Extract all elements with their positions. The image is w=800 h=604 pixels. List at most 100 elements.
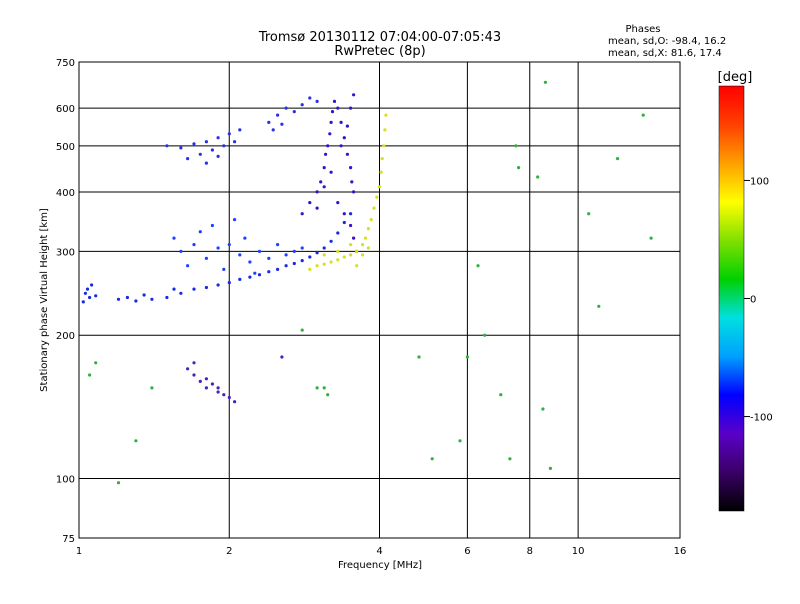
data-point: [366, 227, 370, 231]
data-point: [329, 120, 333, 124]
data-point: [238, 277, 242, 281]
data-point: [116, 297, 121, 301]
data-point: [315, 251, 319, 255]
data-point: [319, 180, 323, 184]
y-axis-label: Stationary phase Virtual Height [km]: [39, 208, 50, 392]
data-point: [88, 295, 92, 300]
data-point: [541, 407, 545, 411]
data-point: [192, 243, 196, 247]
data-point: [90, 283, 94, 287]
data-point: [192, 361, 196, 365]
data-point: [227, 132, 231, 136]
data-point: [322, 253, 326, 257]
data-point: [308, 255, 312, 259]
colorbar-tick-label: 0: [750, 295, 756, 306]
data-point: [222, 267, 226, 271]
data-point: [227, 395, 231, 400]
data-point: [233, 140, 237, 144]
data-point: [465, 355, 469, 359]
data-point: [233, 400, 237, 404]
data-point: [342, 255, 346, 259]
grid-lines: [79, 62, 680, 538]
data-point: [483, 333, 487, 337]
data-point: [125, 295, 129, 300]
data-point: [276, 113, 280, 117]
y-tick-label: 600: [56, 104, 75, 115]
data-point: [253, 271, 257, 275]
colorbar: [718, 85, 745, 512]
y-tick-label: 400: [56, 188, 75, 199]
x-tick-label: 1: [76, 546, 82, 557]
data-point: [292, 110, 296, 114]
data-point: [587, 212, 591, 216]
data-point: [216, 154, 220, 158]
data-point: [172, 236, 176, 240]
data-point: [81, 300, 85, 304]
data-point: [336, 249, 340, 253]
data-point: [315, 386, 319, 390]
data-point: [308, 267, 312, 271]
y-axis: 75 100 200 300 400 500 600 750: [56, 58, 75, 545]
data-point: [375, 195, 379, 199]
data-point: [514, 144, 518, 148]
data-point: [349, 166, 353, 170]
data-point: [417, 355, 421, 359]
data-point: [216, 136, 220, 140]
data-point: [322, 166, 326, 170]
data-point: [216, 390, 220, 394]
data-point: [366, 246, 370, 250]
data-point: [361, 253, 365, 257]
data-point: [267, 256, 271, 260]
chart-subtitle: RwPretec (8p): [334, 44, 425, 59]
data-point: [88, 373, 92, 377]
data-point: [339, 144, 343, 148]
data-point: [355, 249, 359, 253]
data-point: [198, 379, 202, 383]
data-point: [267, 120, 271, 124]
data-point: [308, 96, 312, 100]
data-point: [322, 246, 326, 250]
data-point: [192, 142, 196, 146]
data-point: [384, 113, 388, 117]
data-point: [322, 386, 326, 390]
data-point: [315, 99, 319, 103]
x-axis-label: Frequency [MHz]: [338, 560, 422, 571]
data-point: [238, 128, 242, 132]
data-point: [300, 259, 304, 263]
data-point: [186, 157, 190, 161]
data-point: [134, 299, 138, 303]
data-point: [330, 110, 335, 114]
colorbar-tick-label: 100: [750, 176, 769, 187]
data-point: [350, 180, 354, 184]
data-point: [369, 218, 373, 222]
data-point: [380, 157, 384, 161]
data-point: [248, 260, 252, 264]
data-point: [315, 264, 319, 268]
data-point: [150, 297, 154, 301]
data-point: [345, 152, 349, 156]
data-point: [329, 239, 333, 243]
data-point: [363, 236, 368, 240]
data-point: [361, 243, 365, 247]
data-point: [328, 132, 332, 136]
data-point: [192, 287, 196, 291]
x-tick-label: 2: [226, 546, 232, 557]
data-point: [210, 223, 214, 228]
data-point: [284, 264, 288, 268]
colorbar-label: [deg]: [718, 70, 753, 85]
data-point: [536, 175, 540, 179]
x-tick-label: 4: [376, 546, 382, 557]
x-tick-label: 16: [674, 546, 687, 557]
data-point: [352, 190, 356, 194]
data-point: [116, 481, 121, 485]
data-point: [210, 148, 214, 152]
data-point: [210, 382, 214, 386]
data-point: [179, 146, 183, 150]
phase-stats-header: Phases: [625, 24, 660, 35]
data-point: [134, 439, 138, 443]
data-point: [280, 122, 284, 126]
data-point: [649, 236, 653, 240]
data-point: [300, 212, 304, 216]
data-point: [271, 128, 275, 132]
data-point: [238, 253, 242, 257]
